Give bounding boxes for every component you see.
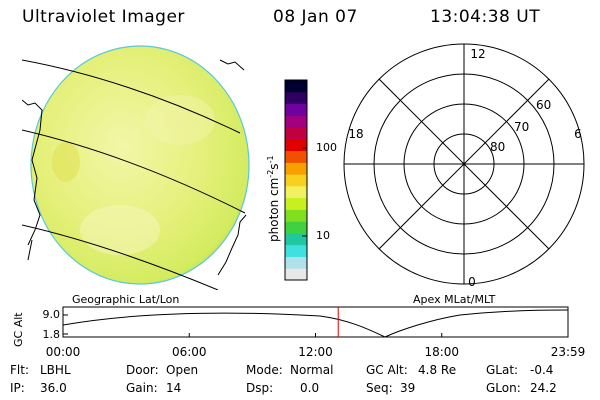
time-label: 13:04:38 UT	[430, 7, 541, 27]
ip-label: IP:	[10, 381, 25, 395]
date-label: 08 Jan 07	[273, 7, 358, 27]
alt-ylabel: GC Alt	[12, 312, 25, 347]
colorbar-segment	[285, 256, 307, 269]
coastline-se	[217, 214, 247, 276]
glon-value: 24.2	[530, 381, 557, 395]
colorbar-segment	[285, 80, 307, 93]
colorbar-segment	[285, 115, 307, 128]
door-label: Door:	[126, 363, 159, 377]
mlt-label-12: 12	[470, 47, 485, 61]
colorbar-tick-100: 100	[316, 141, 337, 154]
right-panel-label: Apex MLat/MLT	[413, 293, 496, 306]
lat-line-3	[22, 224, 219, 290]
colorbar-segment	[285, 91, 307, 105]
alt-x-tick-label: 06:00	[172, 345, 207, 359]
mode-value: Normal	[290, 363, 334, 377]
dsp-label: Dsp:	[246, 381, 274, 395]
colorbar-segment	[285, 244, 307, 257]
coastline-ne	[219, 59, 245, 71]
lat-label-60: 60	[536, 98, 551, 112]
mlt-label-0: 0	[468, 275, 476, 289]
seq-label: Seq:	[366, 381, 393, 395]
alt-ytick-1: 1.8	[43, 328, 61, 341]
gcalt-label: GC Alt:	[366, 363, 408, 377]
alt-plot-frame	[62, 306, 569, 338]
gcalt-value: 4.8 Re	[418, 363, 457, 377]
app-title: Ultraviolet Imager	[22, 7, 185, 27]
colorbar-segment	[285, 127, 307, 140]
colorbar-segment	[285, 103, 307, 116]
lat-label-80: 80	[490, 140, 505, 154]
colorbar-segment	[285, 174, 307, 187]
alt-ytick-9: 9.0	[43, 308, 61, 321]
lat-label-70: 70	[514, 120, 529, 134]
colorbar-segment	[285, 197, 307, 210]
colorbar-segment	[285, 221, 307, 234]
colorbar-segment	[285, 268, 307, 281]
glon-label: GLon:	[486, 381, 521, 395]
door-value: Open	[166, 363, 199, 377]
mlt-label-6: 6	[574, 127, 582, 141]
alt-x-tick-label: 18:00	[424, 345, 459, 359]
colorbar-segment	[285, 185, 307, 199]
colorbar-tick-10: 10	[316, 229, 330, 242]
flt-value: LBHL	[40, 363, 71, 377]
polar-plot	[343, 43, 585, 285]
colorbar-segment	[285, 150, 307, 163]
dsp-value: 0.0	[300, 381, 320, 395]
gain-value: 14	[166, 381, 182, 395]
alt-x-tick-label: 23:59	[551, 345, 586, 359]
seq-value: 39	[400, 381, 416, 395]
colorbar-segment	[285, 162, 307, 175]
ip-value: 36.0	[40, 381, 67, 395]
coastline-west	[22, 99, 43, 246]
colorbar-frame	[284, 79, 308, 281]
mlt-label-18: 18	[348, 127, 363, 141]
glat-value: -0.4	[530, 363, 554, 377]
alt-x-tick-label: 00:00	[46, 345, 81, 359]
mode-label: Mode:	[246, 363, 283, 377]
alt-x-ticks: 00:00 06:00 12:00 18:00 23:59	[46, 333, 586, 359]
polar-diag-2	[378, 78, 550, 250]
colorbar-unit: photon cm-2s-1	[266, 155, 281, 242]
alt-curve	[62, 309, 569, 338]
lat-line-2	[22, 129, 246, 214]
glat-label: GLat:	[486, 363, 519, 377]
alt-x-tick-label: 12:00	[298, 345, 333, 359]
colorbar-segment	[285, 232, 307, 246]
colorbar	[285, 80, 307, 281]
gain-label: Gain:	[126, 381, 158, 395]
lat-line-1	[22, 59, 241, 134]
colorbar-segment	[285, 209, 307, 222]
left-panel-label: Geographic Lat/Lon	[72, 293, 179, 306]
flt-label: Flt:	[10, 363, 29, 377]
earth-image	[22, 45, 250, 290]
colorbar-segment	[285, 138, 307, 152]
